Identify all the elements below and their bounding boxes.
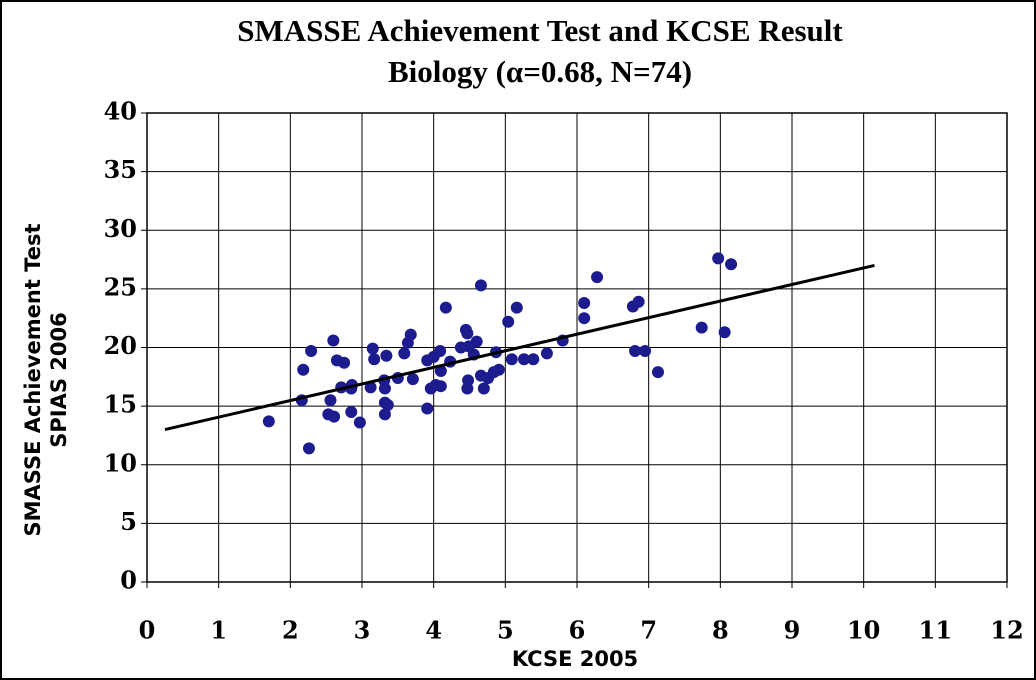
y-tick-label: 15 — [104, 390, 137, 419]
trendline — [164, 263, 875, 432]
point — [540, 347, 553, 360]
y-tick-label: 30 — [104, 214, 137, 243]
point — [651, 366, 664, 379]
point — [718, 326, 731, 339]
point — [639, 345, 652, 358]
point — [454, 341, 467, 354]
point — [364, 381, 377, 394]
point — [434, 345, 447, 358]
point — [380, 349, 393, 362]
y-tick-label: 0 — [120, 566, 137, 595]
x-tick-label: 3 — [354, 616, 371, 645]
point — [398, 347, 411, 360]
y-tick-label: 5 — [120, 507, 137, 536]
x-tick-label: 0 — [139, 616, 156, 645]
y-tick-label: 10 — [104, 448, 137, 477]
x-tick-label: 10 — [847, 616, 880, 645]
point — [262, 415, 275, 428]
point — [505, 353, 518, 366]
point — [378, 382, 391, 395]
point — [381, 398, 394, 411]
point — [345, 405, 358, 418]
point — [461, 327, 474, 340]
point — [327, 334, 340, 347]
point — [632, 295, 645, 308]
point — [502, 315, 515, 328]
point — [517, 353, 530, 366]
point — [434, 380, 447, 393]
y-tick-label: 35 — [104, 155, 137, 184]
point — [338, 356, 351, 369]
point — [725, 258, 738, 271]
point — [439, 301, 452, 314]
point — [591, 271, 604, 284]
x-axis-title: KCSE 2005 — [512, 647, 638, 671]
point — [406, 373, 419, 386]
point — [366, 342, 379, 355]
point — [302, 442, 315, 455]
x-tick-label: 11 — [919, 616, 952, 645]
point — [305, 345, 318, 358]
y-tick-label: 20 — [104, 331, 137, 360]
point — [461, 382, 474, 395]
x-tick-label: 4 — [425, 616, 442, 645]
y-axis-title: SMASSE Achievement Test — [21, 223, 45, 536]
x-tick-label: 2 — [282, 616, 299, 645]
point — [474, 279, 487, 292]
point — [368, 353, 381, 366]
point — [378, 408, 391, 421]
point — [695, 321, 708, 334]
y-tick-label: 25 — [104, 272, 137, 301]
point — [477, 382, 490, 395]
x-tick-label: 6 — [569, 616, 586, 645]
point — [492, 363, 505, 376]
x-tick-label: 5 — [497, 616, 514, 645]
chart-title: SMASSE Achievement Test and KCSE Result — [237, 13, 843, 48]
point — [578, 312, 591, 325]
x-tick-label: 9 — [784, 616, 801, 645]
point — [578, 296, 591, 309]
point — [328, 410, 341, 423]
x-tick-label: 8 — [712, 616, 729, 645]
point — [629, 345, 642, 358]
point — [470, 335, 483, 348]
x-tick-label: 1 — [210, 616, 227, 645]
y-axis-title: SPIAS 2006 — [47, 312, 71, 447]
x-tick-label: 12 — [990, 616, 1023, 645]
point — [527, 353, 540, 366]
chart-subtitle: Biology (α=0.68, N=74) — [388, 54, 692, 89]
y-tick-label: 40 — [104, 97, 137, 126]
point — [324, 394, 337, 407]
point — [421, 402, 434, 415]
point — [712, 252, 725, 265]
point — [297, 363, 310, 376]
point — [404, 328, 417, 341]
point — [353, 416, 366, 429]
x-tick-label: 7 — [640, 616, 657, 645]
point — [510, 301, 523, 314]
